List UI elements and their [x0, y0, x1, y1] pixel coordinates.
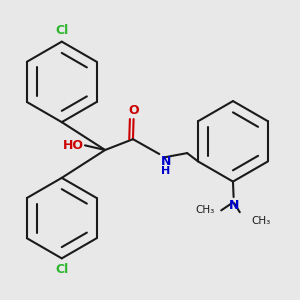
Text: HO: HO	[62, 139, 83, 152]
Text: Cl: Cl	[55, 24, 68, 37]
Text: CH₃: CH₃	[251, 216, 271, 226]
Text: N: N	[228, 199, 239, 212]
Text: N: N	[161, 154, 171, 168]
Text: CH₃: CH₃	[195, 206, 214, 215]
Text: Cl: Cl	[55, 263, 68, 276]
Text: O: O	[128, 104, 139, 118]
Text: H: H	[161, 166, 170, 176]
